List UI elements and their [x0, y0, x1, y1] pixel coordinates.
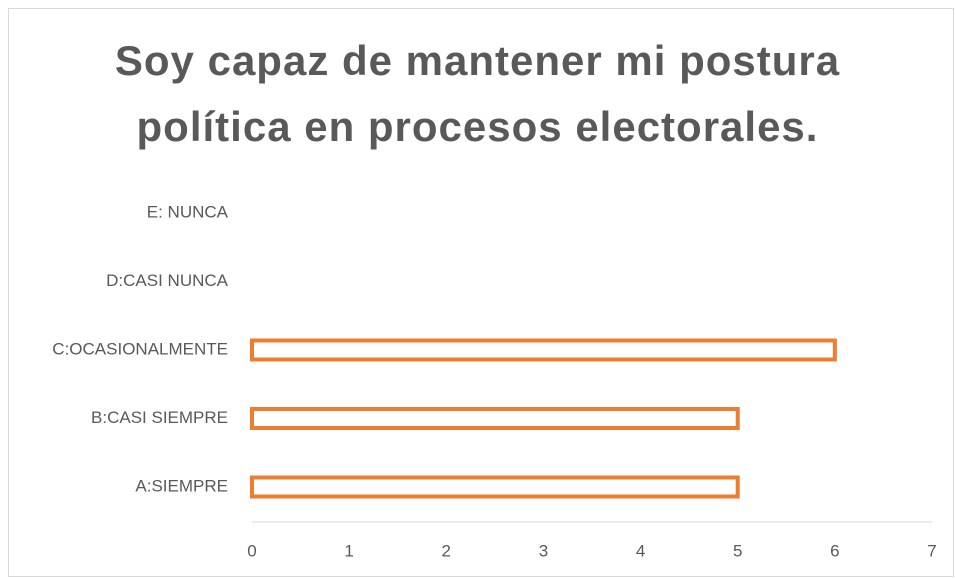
y-tick-label: A:SIEMPRE — [135, 476, 228, 495]
y-tick-label: B:CASI SIEMPRE — [91, 408, 228, 427]
bar — [250, 407, 740, 430]
y-tick-label: C:OCASIONALMENTE — [52, 339, 228, 358]
chart-border — [8, 8, 954, 577]
x-tick-label: 0 — [247, 541, 256, 560]
chart-title: Soy capaz de mantener mi postura polític… — [114, 37, 841, 150]
bar — [250, 338, 837, 362]
x-tick-label: 5 — [733, 541, 742, 560]
x-tick-label: 6 — [830, 541, 839, 560]
bar — [250, 475, 740, 499]
x-tick-label: 4 — [636, 541, 645, 560]
y-tick-label: E: NUNCA — [147, 202, 229, 221]
x-tick-label: 1 — [344, 541, 353, 560]
y-tick-label: D:CASI NUNCA — [106, 271, 229, 290]
x-tick-label: 2 — [442, 541, 451, 560]
x-tick-label: 3 — [539, 541, 548, 560]
x-tick-label: 7 — [927, 541, 936, 560]
